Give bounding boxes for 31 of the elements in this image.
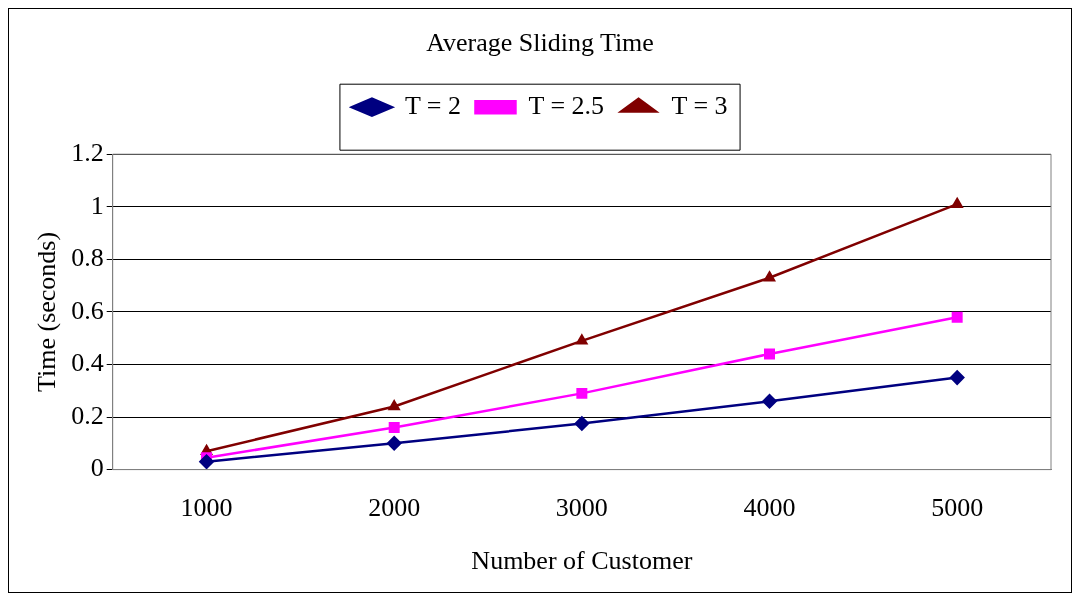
y-tick-label: 0.4 — [71, 348, 104, 378]
point — [951, 311, 963, 323]
y-tick-label: 0.6 — [71, 295, 104, 325]
point — [576, 334, 588, 345]
x-tick-label: 3000 — [555, 493, 608, 523]
x-axis-title: Number of Customer — [471, 546, 693, 576]
legend-label: T = 2.5 — [528, 91, 605, 121]
point — [763, 271, 776, 282]
x-tick-label: 2000 — [368, 493, 421, 523]
y-tick-label: 0.2 — [71, 400, 104, 430]
legend-label: T = 2 — [404, 91, 462, 121]
y-tick-label: 1 — [90, 190, 104, 220]
point — [574, 416, 590, 431]
chart-title: Average Sliding Time — [426, 28, 654, 58]
point — [199, 454, 214, 469]
point — [764, 348, 775, 360]
point — [388, 422, 400, 434]
y-tick-label: 1.2 — [71, 138, 104, 168]
point — [386, 436, 402, 451]
x-tick-label: 5000 — [931, 493, 984, 523]
y-tick-label: 0.8 — [71, 243, 104, 273]
x-tick-label: 4000 — [743, 493, 796, 523]
point — [949, 370, 965, 385]
legend-label: T = 3 — [671, 91, 728, 121]
point — [576, 387, 588, 399]
x-tick-label: 1000 — [180, 493, 233, 523]
point — [951, 197, 963, 208]
point — [388, 400, 400, 411]
y-axis-title: Time (seconds) — [32, 231, 62, 392]
point — [762, 394, 777, 409]
y-tick-label: 0 — [90, 453, 104, 483]
